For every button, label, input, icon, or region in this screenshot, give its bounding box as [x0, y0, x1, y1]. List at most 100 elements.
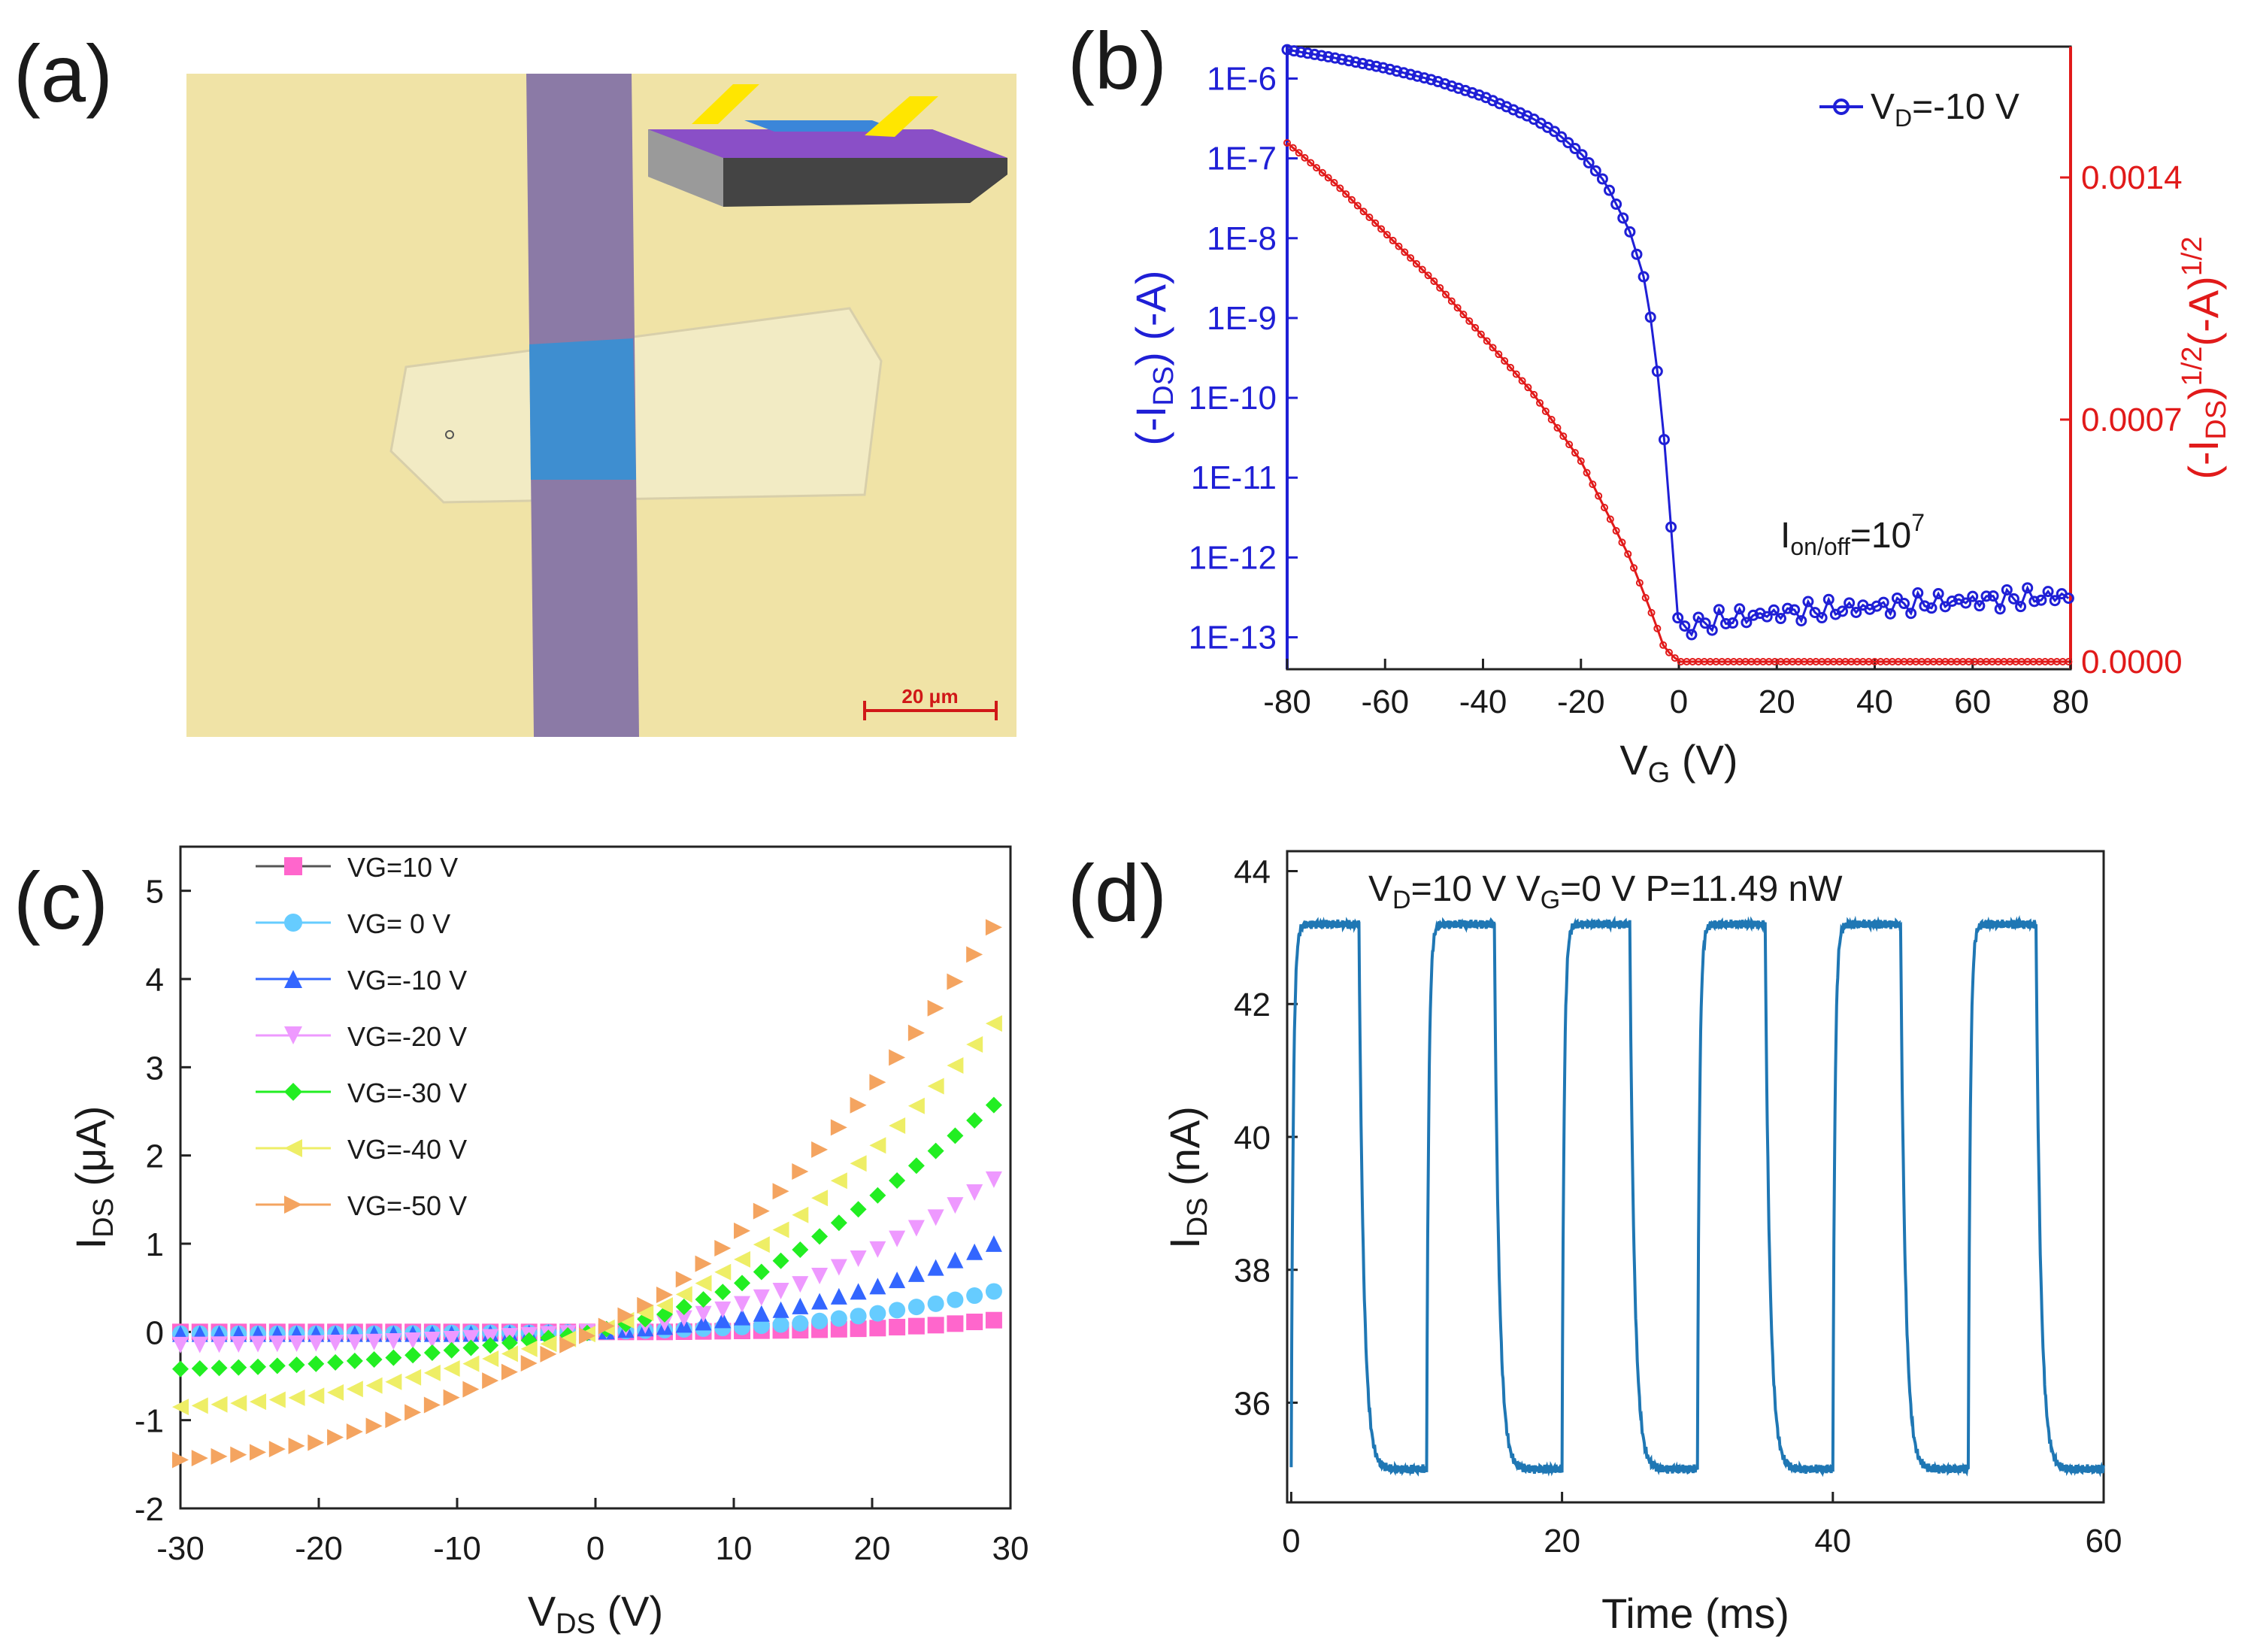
legend-text-c: VG=-30 V [347, 1078, 467, 1108]
iv-point [520, 1355, 538, 1372]
iv-point [268, 1441, 286, 1458]
log-point [1288, 45, 1300, 57]
panel-c-label: (c) [14, 855, 108, 946]
iv-point [734, 1308, 751, 1326]
sqrt-point [1524, 383, 1532, 392]
iv-point [753, 1263, 770, 1281]
sqrt-point [2065, 658, 2073, 665]
iv-point [907, 1317, 925, 1335]
panel-a: (a) 20 μm [14, 28, 1016, 737]
x-tick-label-c: 20 [854, 1530, 891, 1567]
sqrt-point [1395, 242, 1403, 250]
sqrt-point [1512, 370, 1520, 378]
legend-c: VG=10 V VG= 0 V VG=-10 V VG=-20 V VG=-30 V VG… [256, 852, 467, 1221]
iv-point [966, 1112, 983, 1129]
sqrt-line [1286, 141, 2069, 663]
log-point [1617, 212, 1629, 224]
sqrt-point [1518, 377, 1526, 385]
panel-b-label: (b) [1068, 15, 1167, 106]
iv-point [830, 1259, 847, 1276]
panel-d-label: (d) [1068, 847, 1167, 938]
log-point [1905, 608, 1917, 620]
log-point [1734, 603, 1746, 615]
iv-point [753, 1289, 770, 1306]
log-point [1281, 44, 1293, 56]
log-point [1391, 65, 1403, 77]
log-point [1658, 434, 1670, 446]
iv-point [288, 1356, 305, 1374]
log-point [1720, 617, 1732, 629]
iv-point [540, 1335, 557, 1353]
iv-point [423, 1344, 441, 1362]
iv-point [714, 1284, 732, 1301]
iv-point [889, 1272, 906, 1289]
iv-point [947, 1291, 964, 1308]
sqrt-point [1371, 219, 1380, 227]
iv-point [211, 1396, 228, 1413]
iv-point [792, 1206, 809, 1223]
log-point [1453, 82, 1465, 94]
iv-point [404, 1347, 422, 1364]
iv-point [385, 1373, 402, 1390]
x-tick-label-c: 0 [586, 1530, 604, 1567]
log-point [1371, 60, 1383, 72]
y-tick-label-left-b: 1E-12 [1189, 539, 1277, 576]
log-point [1624, 226, 1636, 238]
log-point [1398, 67, 1410, 79]
log-point [1822, 593, 1834, 605]
iv-point [695, 1255, 712, 1272]
iv-point [423, 1331, 441, 1348]
iv-point [501, 1345, 518, 1363]
x-tick-label-c: -30 [156, 1530, 205, 1567]
iv-point [907, 1299, 925, 1316]
log-point [1802, 596, 1814, 608]
iv-point [443, 1359, 460, 1377]
iv-point [792, 1241, 809, 1258]
iv-point [385, 1349, 402, 1366]
legend-marker-c [284, 1026, 302, 1044]
legend-text-c: VG= 0 V [347, 908, 450, 939]
log-point [1850, 606, 1862, 618]
panel-d: (d) 0 20 40 60 36 38 40 42 44 VD=10 V VG=0 V P=1… [1068, 847, 2122, 1637]
iv-point [927, 1078, 944, 1095]
log-point [1747, 609, 1759, 621]
iv-point [308, 1387, 325, 1405]
sqrt-series [1283, 139, 2073, 665]
y-tick-label-c: 5 [146, 874, 164, 911]
log-point [1638, 271, 1650, 283]
iv-point [230, 1395, 247, 1412]
log-point [1884, 608, 1896, 620]
sqrt-point [1653, 624, 1662, 632]
panel-a-label: (a) [14, 28, 113, 119]
iv-point [656, 1314, 673, 1332]
iv-point [346, 1334, 363, 1351]
log-point [1569, 143, 1581, 155]
plot-frame-d [1286, 850, 2105, 1504]
log-point [1987, 590, 1999, 602]
y-tick-label-right-b: 0.0000 [2081, 644, 2183, 681]
iv-point [947, 1127, 964, 1144]
iv-point [869, 1305, 886, 1322]
iv-point [656, 1297, 673, 1314]
sqrt-point [1336, 184, 1344, 192]
log-point [1363, 59, 1375, 71]
sqrt-point [1389, 236, 1397, 244]
sqrt-point [1324, 174, 1332, 182]
log-point [1596, 173, 1608, 185]
iv-point [211, 1336, 228, 1353]
log-point [1932, 588, 1944, 600]
iv-point [172, 1360, 189, 1378]
log-point [1837, 605, 1849, 617]
iv-point [695, 1291, 712, 1308]
iv-point [695, 1275, 712, 1292]
iv-point [850, 1201, 867, 1218]
iv-point [772, 1221, 789, 1238]
sqrt-point [1506, 363, 1514, 371]
x-axis-label-c: VDS (V) [528, 1587, 663, 1640]
iv-point [268, 1391, 286, 1408]
flake [389, 307, 883, 504]
iv-point [947, 1251, 964, 1269]
iv-point [191, 1336, 208, 1353]
